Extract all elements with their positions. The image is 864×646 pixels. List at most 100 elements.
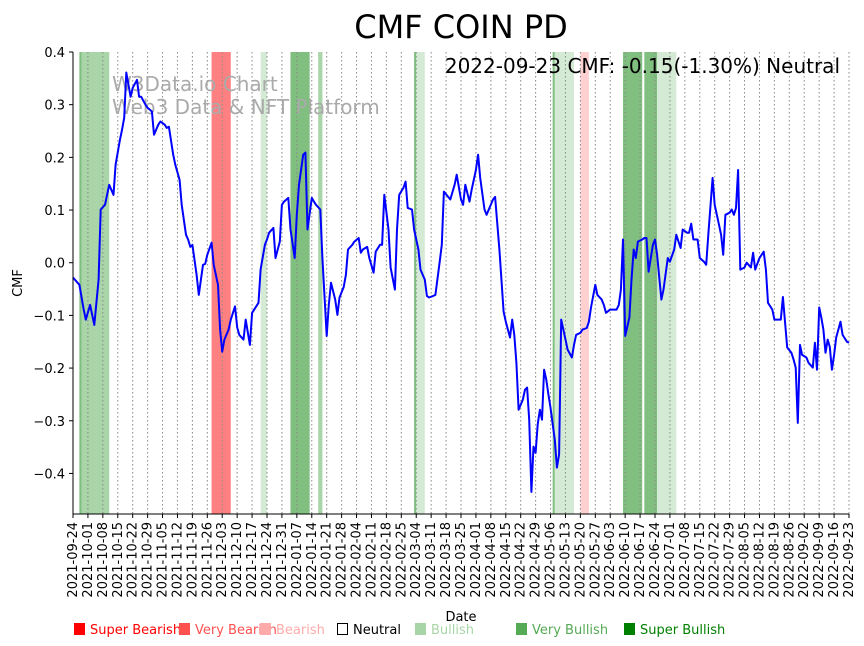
series-layer [72,71,850,493]
legend-item: Super Bearish [74,623,181,638]
x-tick-label: 2021-12-24 [260,522,275,598]
x-tick-label: 2021-12-10 [230,522,245,598]
x-tick-label: 2022-09-02 [797,522,812,598]
x-tick-label: 2021-11-05 [156,522,171,598]
watermark-line-2: Web3 Data & NFT Platform [112,95,380,119]
x-tick-label: 2022-07-29 [723,522,738,598]
x-tick-label: 2022-03-04 [409,522,424,598]
y-ticks: 0.4 0.3 0.2 0.1 0.0 −0.1 −0.2 −0.3 −0.4 [33,46,73,482]
x-tick-label: 2022-06-10 [618,522,633,598]
x-tick-label: 2022-08-05 [738,522,753,598]
band-super-bearish [211,52,231,514]
legend-swatch [516,623,527,635]
x-tick-label: 2021-10-15 [111,522,126,598]
x-tick-label: 2022-05-27 [588,522,603,598]
x-tick-label: 2022-08-26 [782,522,797,598]
legend-item: Super Bullish [624,623,725,638]
y-tick-label: −0.1 [33,309,65,324]
x-tick-label: 2021-10-22 [126,522,141,598]
band-super-bullish [644,52,658,514]
x-tick-label: 2022-05-20 [573,522,588,598]
x-tick-label: 2022-08-19 [767,522,782,598]
legend-label: Super Bearish [90,623,181,638]
x-tick-label: 2022-09-16 [827,522,842,598]
band-super-bullish [79,52,82,514]
x-tick-label: 2021-10-08 [96,522,111,598]
latest-value-annotation: 2022-09-23 CMF: -0.15(-1.30%) Neutral [445,54,840,78]
x-tick-label: 2022-07-15 [693,522,708,598]
x-tick-label: 2022-04-15 [499,522,514,598]
legend: Super Bearish Very Bearish Bearish Neutral B… [74,623,725,638]
legend-swatch [74,623,85,635]
x-tick-label: 2021-10-01 [81,522,96,598]
x-tick-label: 2021-12-17 [245,522,260,598]
x-tick-label: 2022-05-06 [544,522,559,598]
band-bullish [554,52,574,514]
x-tick-label: 2022-04-01 [469,522,484,598]
x-tick-label: 2022-09-23 [842,522,857,598]
y-tick-label: 0.4 [44,46,65,61]
legend-item: Very Bearish [179,623,277,638]
legend-swatch [260,623,271,635]
y-tick-label: 0.3 [44,99,65,114]
x-tick-label: 2021-10-29 [141,522,156,598]
legend-swatch [337,623,348,635]
x-tick-label: 2021-11-26 [200,522,215,598]
x-tick-label: 2022-01-28 [335,522,350,598]
watermark-line-1: W3Data.io Chart [112,72,278,96]
band-bullish [260,52,267,514]
x-tick-label: 2021-12-03 [215,522,230,598]
legend-label: Neutral [353,623,401,638]
sentiment-bands [79,52,677,514]
x-tick-label: 2022-01-21 [320,522,335,598]
x-tick-label: 2022-09-09 [812,522,827,598]
x-tick-label: 2022-04-08 [484,522,499,598]
x-tick-label: 2022-08-12 [752,522,767,598]
x-tick-label: 2022-06-17 [633,522,648,598]
band-very-bullish [81,52,110,514]
x-tick-label: 2022-06-03 [603,522,618,598]
x-tick-label: 2022-04-22 [514,522,529,598]
x-tick-label: 2022-07-01 [663,522,678,598]
chart-title: CMF COIN PD [354,8,568,46]
legend-swatch [624,623,635,635]
x-tick-label: 2022-07-08 [678,522,693,598]
x-tick-label: 2022-06-24 [648,522,663,598]
x-tick-label: 2022-02-18 [379,522,394,598]
x-tick-label: 2022-03-11 [424,522,439,598]
y-axis-label: CMF [11,269,26,297]
x-tick-label: 2022-02-25 [394,522,409,598]
x-tick-label: 2022-07-22 [708,522,723,598]
legend-item: Very Bullish [516,623,608,638]
x-tick-label: 2022-03-25 [454,522,469,598]
y-tick-label: 0.0 [44,257,65,272]
x-ticks: 2021-09-24 2021-10-01 2021-10-08 2021-10-15… [66,514,857,598]
band-very-bullish [318,52,323,514]
legend-item: Bearish [260,623,325,638]
y-tick-label: 0.2 [44,151,65,166]
band-bullish [657,52,677,514]
legend-label: Bullish [431,623,474,638]
vertical-gridlines [72,52,850,514]
x-tick-label: 2021-11-19 [185,522,200,598]
legend-label: Very Bearish [195,623,277,638]
x-tick-label: 2021-12-31 [275,522,290,598]
band-super-bullish [623,52,643,514]
x-tick-label: 2021-09-24 [66,522,81,598]
x-tick-label: 2022-04-29 [529,522,544,598]
x-tick-label: 2022-05-13 [558,522,573,598]
legend-swatch [179,623,190,635]
y-tick-label: −0.4 [33,467,65,482]
band-super-bullish [552,52,555,514]
y-tick-label: −0.3 [33,415,65,430]
y-tick-label: −0.2 [33,362,65,377]
x-axis-label: Date [445,610,476,625]
band-super-bullish [290,52,310,514]
x-tick-label: 2022-02-04 [350,522,365,598]
legend-label: Super Bullish [640,623,725,638]
legend-item: Neutral [337,623,401,638]
y-tick-label: 0.1 [44,204,65,219]
band-bearish [580,52,589,514]
x-tick-label: 2022-02-11 [364,522,379,598]
band-bullish [416,52,425,514]
